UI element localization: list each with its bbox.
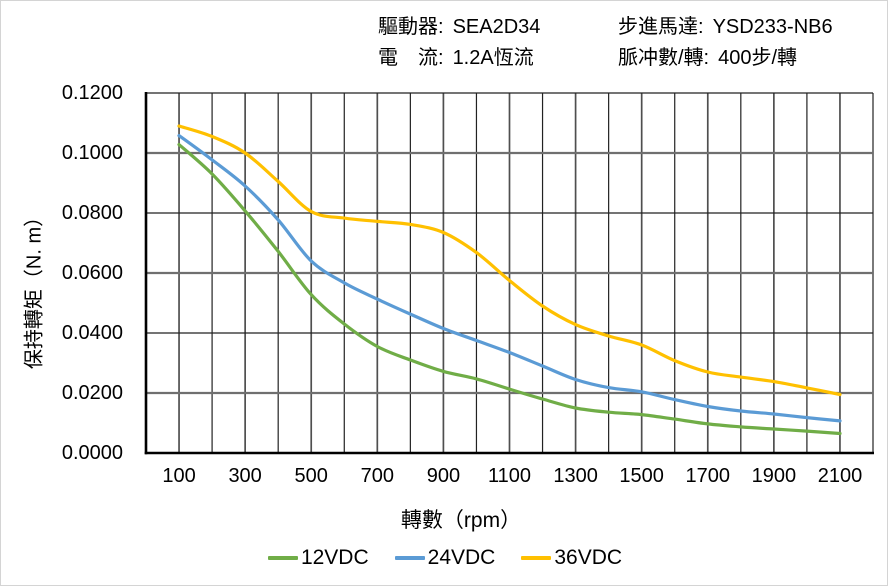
y-tick-label: 0.0800	[61, 202, 123, 224]
driver-value: SEA2D34	[452, 16, 541, 38]
y-axis-title: 保持轉矩（N. m）	[23, 206, 46, 370]
x-tick-label: 2100	[817, 465, 863, 487]
x-axis-title: 轉數（rpm）	[400, 509, 522, 532]
x-tick-label: 100	[162, 465, 196, 487]
legend-line-swatch-24vdc	[394, 556, 425, 560]
legend-item-24vdc: 24VDC	[394, 546, 496, 570]
y-tick-label: 0.0000	[61, 442, 123, 464]
current-label: 電 流:	[378, 47, 444, 69]
x-tick-label: 1100	[487, 465, 532, 487]
legend-line-swatch-36vdc	[521, 556, 552, 560]
pulses-label: 脈冲數/轉:	[618, 47, 710, 69]
y-tick-label: 0.0600	[61, 262, 123, 284]
motor-value: YSD233-NB6	[712, 16, 833, 38]
x-tick-label: 1500	[619, 465, 664, 487]
x-tick-label: 500	[294, 465, 328, 487]
header-current: 電 流: 1.2A恆流	[378, 45, 534, 72]
x-tick-label: 1300	[553, 465, 598, 487]
legend-label: 24VDC	[427, 546, 496, 569]
x-tick-label: 700	[360, 465, 394, 487]
x-tick-label: 300	[228, 465, 262, 487]
series-line-36vdc	[177, 124, 842, 397]
x-tick-label: 1700	[685, 465, 731, 487]
y-tick-label: 0.0200	[61, 382, 123, 404]
y-tick-label: 0.1200	[61, 82, 123, 104]
header-motor: 步進馬達: YSD233-NB6	[618, 14, 833, 41]
series-line-24vdc	[177, 134, 842, 423]
pulses-value: 400步/轉	[718, 47, 798, 69]
driver-label: 驅動器:	[378, 16, 444, 38]
header-driver: 驅動器: SEA2D34	[378, 14, 540, 41]
chart-legend: 12VDC 24VDC 36VDC	[1, 546, 887, 570]
x-tick-label: 1900	[751, 465, 797, 487]
legend-line-swatch-12vdc	[267, 556, 298, 560]
x-tick-label: 900	[426, 465, 461, 487]
legend-label: 12VDC	[300, 546, 369, 569]
current-value: 1.2A恆流	[452, 47, 534, 69]
y-tick-label: 0.0400	[61, 322, 123, 344]
motor-label: 步進馬達:	[618, 16, 704, 38]
legend-item-36vdc: 36VDC	[521, 546, 622, 570]
legend-item-12vdc: 12VDC	[267, 546, 369, 570]
series-line-12vdc	[177, 143, 842, 436]
header-pulses: 脈冲數/轉: 400步/轉	[618, 45, 797, 72]
legend-label: 36VDC	[554, 546, 623, 569]
y-tick-label: 0.1000	[61, 142, 123, 164]
